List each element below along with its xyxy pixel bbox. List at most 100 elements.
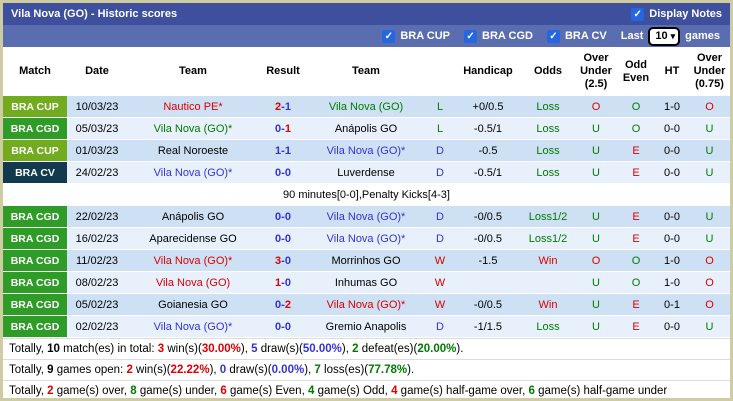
- summary-segment: 50.00%: [302, 343, 342, 355]
- competition-label: BRA CGD: [482, 30, 533, 42]
- home-team-cell: Aparecidense GO: [127, 227, 259, 250]
- summary-segment: game(s) over,: [53, 385, 131, 397]
- summary-segment: 10: [47, 343, 60, 355]
- date-cell: 22/02/23: [67, 205, 127, 228]
- column-header: [425, 47, 455, 96]
- away-score: 0: [284, 276, 291, 289]
- odd-even-cell: O: [617, 96, 655, 118]
- summary-segment: game(s) half-game over,: [397, 385, 529, 397]
- column-header: Team: [127, 47, 259, 96]
- summary-segment: ),: [240, 343, 252, 355]
- score-dash: -: [281, 166, 285, 179]
- home-team-cell: Real Noroeste: [127, 139, 259, 162]
- summary-segment: draw(s)(: [257, 343, 303, 355]
- score-cell: 0-0: [259, 315, 307, 338]
- away-score: 0: [284, 232, 291, 245]
- last-games-select[interactable]: 10 ▾: [648, 26, 681, 46]
- score-cell: 0-0: [259, 161, 307, 184]
- ht-cell: 0-0: [655, 161, 689, 184]
- odd-even-cell: E: [617, 293, 655, 316]
- ht-cell: 0-0: [655, 117, 689, 140]
- odd-even-cell: E: [617, 139, 655, 162]
- away-team-cell: Gremio Anapolis: [307, 315, 425, 338]
- summary-section: Totally, 10 match(es) in total: 3 win(s)…: [3, 338, 730, 398]
- competition-filter: ✓ BRA CV: [546, 29, 607, 43]
- odds-cell: Loss: [521, 161, 575, 184]
- over-under-25-cell: U: [575, 293, 617, 316]
- score-dash: -: [281, 232, 285, 245]
- odds-cell: Loss1/2: [521, 227, 575, 250]
- ht-cell: 1-0: [655, 96, 689, 118]
- wdl-cell: D: [425, 161, 455, 184]
- over-under-25-cell: U: [575, 205, 617, 228]
- wdl-cell: W: [425, 271, 455, 294]
- away-team-cell: Vila Nova (GO)*: [307, 227, 425, 250]
- date-cell: 05/03/23: [67, 117, 127, 140]
- summary-line: Totally, 9 games open: 2 win(s)(22.22%),…: [3, 359, 730, 380]
- away-team-cell: Inhumas GO: [307, 271, 425, 294]
- column-header: Odds: [521, 47, 575, 96]
- chevron-down-icon: ▾: [670, 30, 676, 41]
- away-team-cell: Morrinhos GO: [307, 249, 425, 272]
- column-header: Odd Even: [617, 47, 655, 96]
- handicap-cell: -1/1.5: [455, 315, 521, 338]
- odds-cell: [521, 271, 575, 294]
- date-cell: 24/02/23: [67, 161, 127, 184]
- odd-even-cell: E: [617, 315, 655, 338]
- away-team-cell: Luverdense: [307, 161, 425, 184]
- over-under-075-cell: O: [689, 249, 730, 272]
- competition-checkbox[interactable]: ✓: [464, 29, 478, 43]
- summary-segment: win(s)(: [132, 364, 171, 376]
- match-row: BRA CGD 22/02/23 Anápolis GO 0-0 Vila Nova (…: [3, 205, 730, 228]
- wdl-cell: D: [425, 315, 455, 338]
- match-badge: BRA CGD: [3, 315, 67, 338]
- summary-segment: 2: [352, 343, 359, 355]
- home-score: 0: [275, 232, 282, 245]
- last-label: Last: [620, 30, 644, 42]
- away-team-cell: Vila Nova (GO): [307, 96, 425, 118]
- away-team-cell: Vila Nova (GO)*: [307, 293, 425, 316]
- handicap-cell: +0/0.5: [455, 96, 521, 118]
- competition-checkbox[interactable]: ✓: [546, 29, 560, 43]
- summary-segment: ),: [209, 364, 220, 376]
- competition-label: BRA CV: [564, 30, 607, 42]
- column-header: Match: [3, 47, 67, 96]
- match-row: BRA CV 24/02/23 Vila Nova (GO)* 0-0 Luverden…: [3, 161, 730, 184]
- competition-filter: ✓ BRA CUP: [382, 29, 451, 43]
- summary-segment: 77.78%: [368, 364, 408, 376]
- wdl-cell: W: [425, 249, 455, 272]
- date-cell: 01/03/23: [67, 139, 127, 162]
- match-row: BRA CGD 11/02/23 Vila Nova (GO)* 3-0 Morrinh…: [3, 249, 730, 272]
- odd-even-cell: O: [617, 117, 655, 140]
- home-score: 2: [275, 100, 282, 113]
- score-dash: -: [281, 320, 285, 333]
- summary-segment: Totally,: [9, 385, 48, 397]
- display-notes-checkbox[interactable]: ✓: [631, 7, 645, 21]
- date-cell: 16/02/23: [67, 227, 127, 250]
- over-under-075-cell: U: [689, 139, 730, 162]
- over-under-075-cell: U: [689, 205, 730, 228]
- column-header: Handicap: [455, 47, 521, 96]
- over-under-25-cell: O: [575, 249, 617, 272]
- score-cell: 0-0: [259, 205, 307, 228]
- over-under-25-cell: U: [575, 315, 617, 338]
- wdl-cell: D: [425, 205, 455, 228]
- score-cell: 0-0: [259, 227, 307, 250]
- score-dash: -: [281, 100, 285, 113]
- summary-segment: game(s) half-game under: [534, 385, 668, 397]
- match-row: BRA CGD 02/02/23 Vila Nova (GO)* 0-0 Gremio …: [3, 315, 730, 338]
- competition-label: BRA CUP: [400, 30, 451, 42]
- handicap-cell: -0/0.5: [455, 205, 521, 228]
- table-header-row: Match Date Team Result Team Handicap Odds Over …: [3, 47, 730, 96]
- summary-segment: 4: [391, 385, 398, 397]
- summary-segment: loss(es)(: [320, 364, 369, 376]
- historic-scores-table: Match Date Team Result Team Handicap Odds Over …: [3, 47, 730, 338]
- odd-even-cell: O: [617, 249, 655, 272]
- summary-segment: 4: [307, 385, 315, 397]
- summary-segment: 5: [251, 343, 258, 355]
- match-badge: BRA CGD: [3, 249, 67, 272]
- summary-segment: 3: [157, 343, 165, 355]
- home-team-cell: Nautico PE*: [127, 96, 259, 118]
- match-row: BRA CGD 08/02/23 Vila Nova (GO) 1-0 Inhumas …: [3, 271, 730, 294]
- competition-checkbox[interactable]: ✓: [382, 29, 396, 43]
